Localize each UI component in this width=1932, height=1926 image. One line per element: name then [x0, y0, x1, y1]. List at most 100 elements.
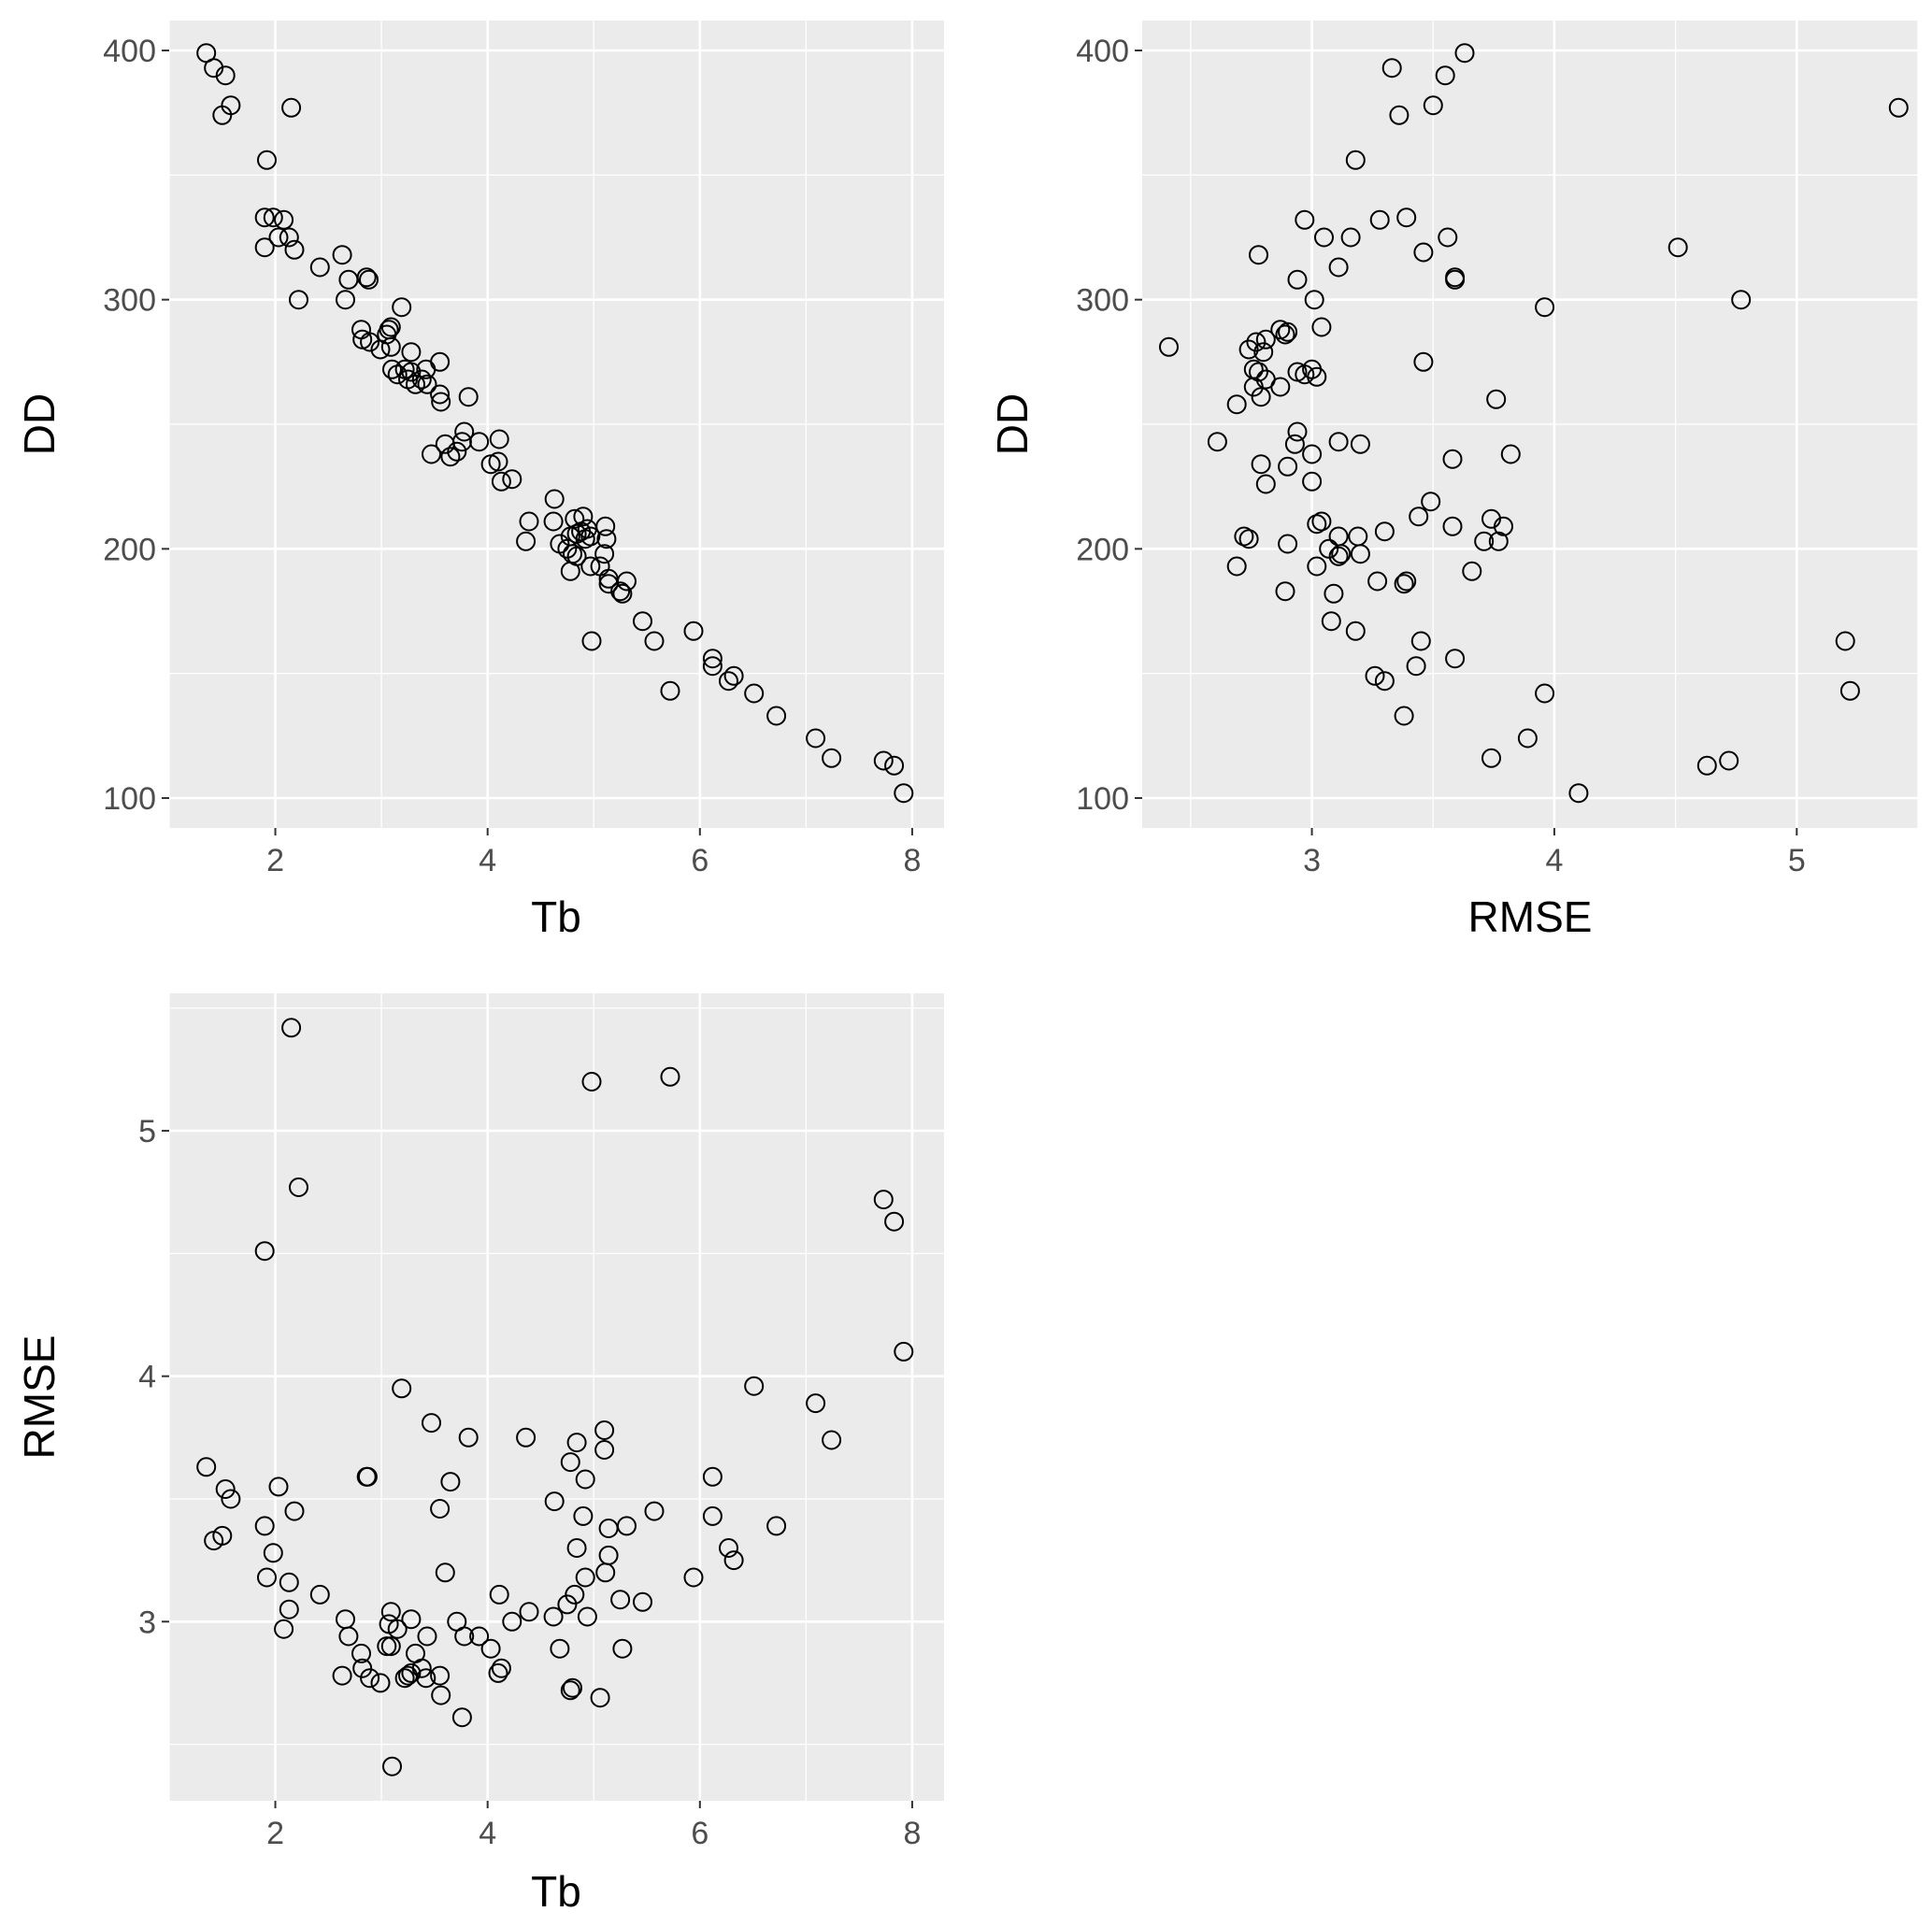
scatter-point — [289, 1177, 308, 1197]
scatter-point — [440, 447, 461, 467]
scatter-point — [544, 489, 565, 509]
scatter-point — [594, 544, 615, 564]
scatter-point — [744, 1376, 765, 1396]
scatter-point — [1517, 728, 1538, 749]
scatter-point — [595, 1562, 616, 1583]
scatter-point — [411, 369, 432, 390]
scatter-point — [1255, 474, 1276, 494]
scatter-point — [281, 1018, 302, 1038]
scatter-point — [766, 706, 787, 726]
scatter-point — [274, 1619, 294, 1639]
scatter-point — [451, 1707, 472, 1728]
scatter-point — [431, 392, 451, 412]
scatter-point — [440, 1472, 461, 1492]
scatter-point — [519, 511, 539, 532]
scatter-point — [1445, 269, 1466, 290]
scatter-point — [575, 1567, 595, 1588]
scatter-point — [336, 290, 355, 310]
scatter-point — [1413, 242, 1434, 263]
scatter-point — [1226, 394, 1247, 415]
scatter-point — [563, 1677, 582, 1698]
scatter-point — [469, 432, 490, 452]
scatter-point — [1394, 706, 1414, 726]
scatter-point — [356, 267, 377, 288]
scatter-point — [489, 1584, 509, 1605]
scatter-point — [1207, 432, 1227, 452]
scatter-point — [212, 1525, 233, 1546]
scatter-point — [416, 359, 436, 379]
scatter-point — [491, 471, 511, 492]
scatter-point — [279, 1572, 299, 1592]
data-points — [1159, 43, 1909, 804]
scatter-point — [281, 97, 302, 118]
scatter-point — [873, 750, 894, 771]
scatter-point — [1474, 531, 1495, 551]
scatter-point — [370, 339, 391, 360]
scatter-point — [458, 1427, 479, 1448]
scatter-point — [612, 1638, 633, 1659]
scatter-point — [610, 1590, 631, 1610]
scatter-point — [1321, 611, 1341, 632]
scatter-point — [417, 374, 437, 394]
scatter-point — [1278, 321, 1298, 342]
scatter-point — [1367, 571, 1388, 592]
scatter-point — [516, 531, 537, 551]
scatter-point — [1287, 421, 1308, 442]
scatter-point — [1435, 65, 1455, 86]
scatter-point — [560, 1452, 580, 1473]
scatter-point — [1238, 529, 1259, 549]
scatter-point — [543, 1606, 564, 1627]
scatter-point — [279, 1599, 299, 1619]
x-tick-label: 5 — [1788, 843, 1806, 878]
y-tick-label: 4 — [138, 1360, 156, 1395]
scatter-point — [1374, 521, 1395, 542]
x-tick-label: 2 — [266, 1816, 284, 1851]
scatter-point — [544, 1491, 565, 1512]
scatter-point — [566, 1433, 587, 1453]
scatter-point — [380, 336, 401, 357]
scatter-point — [1494, 516, 1513, 536]
scatter-point — [257, 150, 277, 170]
scatter-point — [1275, 324, 1295, 345]
scatter-point — [1287, 269, 1308, 290]
x-tick-label: 2 — [266, 843, 284, 878]
scatter-point — [1307, 556, 1327, 577]
scatter-point — [1328, 257, 1349, 278]
scatter-point — [422, 1413, 441, 1434]
scatter-point — [1311, 511, 1332, 532]
scatter-point — [357, 1466, 378, 1487]
scatter-point — [1328, 546, 1349, 566]
scatter-point — [1396, 571, 1417, 592]
x-tick-label: 4 — [479, 843, 496, 878]
scatter-point — [766, 1516, 787, 1536]
scatter-point — [1454, 43, 1475, 64]
scatter-point — [580, 526, 601, 547]
scatter-point — [1238, 339, 1259, 360]
scatter-point — [332, 245, 352, 265]
scatter-point — [1324, 583, 1344, 604]
scatter-point — [519, 1602, 539, 1622]
scatter-point — [215, 1479, 236, 1499]
scatter-point — [543, 511, 564, 532]
scatter-point — [557, 1594, 578, 1615]
scatter-point — [723, 1550, 744, 1571]
scatter-point — [254, 207, 275, 228]
scatter-point — [401, 342, 422, 363]
scatter-point — [387, 1619, 408, 1639]
data-points — [196, 1018, 914, 1776]
scatter-point — [744, 683, 765, 704]
scatter-point — [894, 783, 914, 804]
ticks: 2 4 6 8 100 200 300 400 — [103, 34, 921, 878]
scatter-point — [683, 1567, 704, 1588]
scatter-point — [351, 1643, 371, 1663]
y-axis-title: DD — [15, 393, 64, 455]
scatter-point — [309, 257, 330, 278]
scatter-point — [268, 227, 289, 248]
scatter-point — [644, 1501, 665, 1521]
scatter-point — [516, 1427, 537, 1448]
scatter-point — [1302, 444, 1323, 464]
scatter-point — [596, 529, 617, 549]
y-tick-label: 400 — [103, 34, 156, 69]
scatter-point — [406, 374, 425, 394]
scatter-point — [633, 611, 652, 632]
